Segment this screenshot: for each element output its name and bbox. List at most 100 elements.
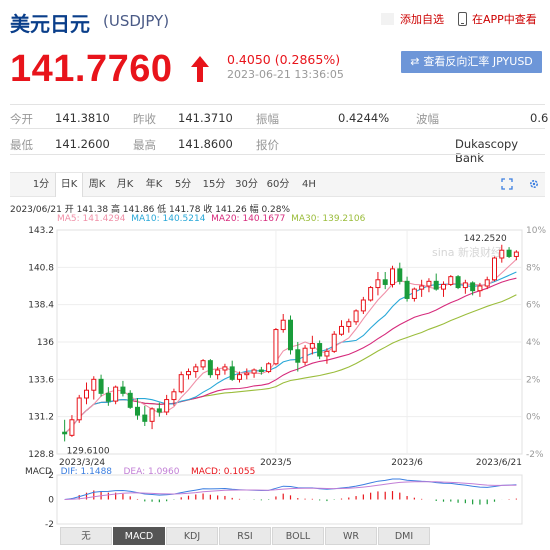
x-tick-label: 2023/3/24 — [59, 458, 105, 468]
candle-body — [113, 386, 119, 402]
candle-body — [477, 285, 483, 292]
macd-y-tick: -2 — [45, 520, 54, 527]
y-tick-label-pct: -2% — [526, 450, 544, 460]
candle-body — [83, 389, 90, 399]
candle-body — [142, 414, 148, 422]
candle-body — [62, 431, 68, 435]
ohlc-info: 2023/06/21 开 141.38 高 141.86 低 141.78 收 … — [10, 205, 291, 215]
indicator-tab-无[interactable]: 无 — [60, 527, 112, 545]
tab-period-6[interactable]: 15分 — [202, 179, 226, 190]
candle-body — [470, 282, 476, 292]
candle-body — [236, 374, 243, 380]
indicator-tab-rsi[interactable]: RSI — [219, 527, 271, 545]
low-label: 最低 — [10, 138, 33, 152]
candle-body — [309, 343, 315, 349]
macd-label: MACD: 0.1055 — [190, 467, 256, 477]
tab-period-5[interactable]: 5分 — [174, 179, 192, 190]
ma10-label: MA10: 140.5214 — [131, 214, 206, 224]
settings-icon[interactable] — [528, 178, 540, 190]
tab-period-2[interactable]: 周K — [88, 179, 106, 190]
indicator-tabs: 无 MACD KDJ RSI BOLL WR DMI — [60, 527, 545, 547]
candle-body — [193, 366, 199, 373]
tab-period-1[interactable]: 日K — [55, 173, 83, 197]
candle-body — [251, 369, 257, 374]
ma20-label: MA20: 140.1677 — [211, 214, 286, 224]
candle-body — [215, 369, 221, 376]
candle-body — [397, 268, 403, 282]
y-tick-label-pct: 6% — [526, 301, 541, 311]
checkbox-icon — [381, 13, 394, 25]
candle-body — [433, 280, 439, 290]
wave-label: 波幅 — [416, 112, 439, 126]
candle-body — [426, 280, 432, 287]
wave-value: 0.6 — [530, 111, 549, 125]
candle-body — [331, 333, 337, 352]
amplitude-label: 振幅 — [256, 112, 279, 126]
add-favorite-button[interactable]: 添加自选 — [381, 11, 444, 27]
indicator-tab-macd[interactable]: MACD — [113, 527, 165, 545]
tab-period-8[interactable]: 60分 — [266, 179, 290, 190]
y-tick-label: 136 — [37, 338, 54, 348]
low-value: 141.2600 — [55, 137, 110, 151]
candle-body — [244, 372, 250, 376]
ma5-label: MA5: 141.4294 — [57, 214, 126, 224]
phone-icon — [458, 12, 467, 26]
candle-body — [222, 366, 228, 371]
add-favorite-label: 添加自选 — [400, 13, 444, 26]
candle-body — [448, 276, 454, 285]
y-tick-label: 138.4 — [28, 301, 54, 311]
indicator-tab-boll[interactable]: BOLL — [272, 527, 324, 545]
indicator-tab-wr[interactable]: WR — [325, 527, 377, 545]
up-arrow-icon — [191, 56, 209, 82]
x-tick-label: 2023/6 — [391, 458, 423, 468]
exchange-icon: ⇄ — [410, 55, 420, 68]
candle-body — [185, 371, 192, 376]
candle-body — [404, 280, 410, 299]
candle-body — [171, 391, 177, 401]
tab-period-9[interactable]: 4H — [302, 179, 316, 190]
candle-body — [149, 408, 155, 422]
macd-y-tick: 2 — [48, 471, 54, 481]
prev-close-value: 141.3710 — [178, 111, 233, 125]
open-value: 141.3810 — [55, 111, 110, 125]
divider — [10, 104, 545, 105]
reverse-rate-label: 查看反向汇率 JPYUSD — [423, 55, 533, 68]
candle-body — [98, 378, 104, 394]
fullscreen-icon[interactable] — [501, 178, 513, 190]
candle-body — [287, 319, 294, 351]
candle-body — [440, 283, 447, 290]
candle-body — [229, 366, 235, 380]
y-tick-label-pct: 10% — [526, 226, 546, 236]
tab-period-4[interactable]: 年K — [145, 179, 163, 190]
current-price: 141.7760 — [10, 48, 173, 90]
period-tabs: 1分 日K 周K 月K 年K 5分 15分 30分 60分 4H — [10, 172, 545, 197]
candle-body — [346, 321, 352, 327]
kline-chart[interactable]: 143.2 10% 140.8 8% 138.4 6% 136 4% 133.6 2% 131.2 0… — [0, 222, 550, 527]
view-in-app-button[interactable]: 在APP中查看 — [458, 11, 537, 27]
quote-source-value: Dukascopy Bank — [455, 137, 519, 165]
indicator-tab-kdj[interactable]: KDJ — [166, 527, 218, 545]
tab-period-0[interactable]: 1分 — [32, 179, 50, 190]
tab-period-3[interactable]: 月K — [116, 179, 134, 190]
candle-body — [280, 319, 286, 331]
tab-period-7[interactable]: 30分 — [235, 179, 258, 190]
reverse-rate-button[interactable]: ⇄ 查看反向汇率 JPYUSD — [401, 51, 542, 73]
y-tick-label: 128.8 — [28, 450, 54, 460]
candle-body — [368, 287, 374, 301]
indicator-tab-dmi[interactable]: DMI — [378, 527, 430, 545]
macd-frame — [56, 474, 523, 525]
candle-body — [513, 251, 519, 257]
y-tick-label-pct: 2% — [526, 375, 541, 385]
candle-body — [382, 279, 388, 285]
ma20-line — [64, 277, 517, 435]
candle-body — [317, 343, 323, 357]
candle-body — [178, 374, 184, 393]
candle-body — [69, 419, 75, 436]
y-tick-label: 133.6 — [28, 375, 54, 385]
candle-body — [353, 310, 359, 323]
candle-body — [484, 279, 490, 287]
candle-body — [419, 285, 425, 290]
x-tick-label: 2023/6/21 — [476, 458, 522, 468]
candle-body — [91, 378, 97, 391]
y-tick-label: 131.2 — [28, 413, 54, 423]
